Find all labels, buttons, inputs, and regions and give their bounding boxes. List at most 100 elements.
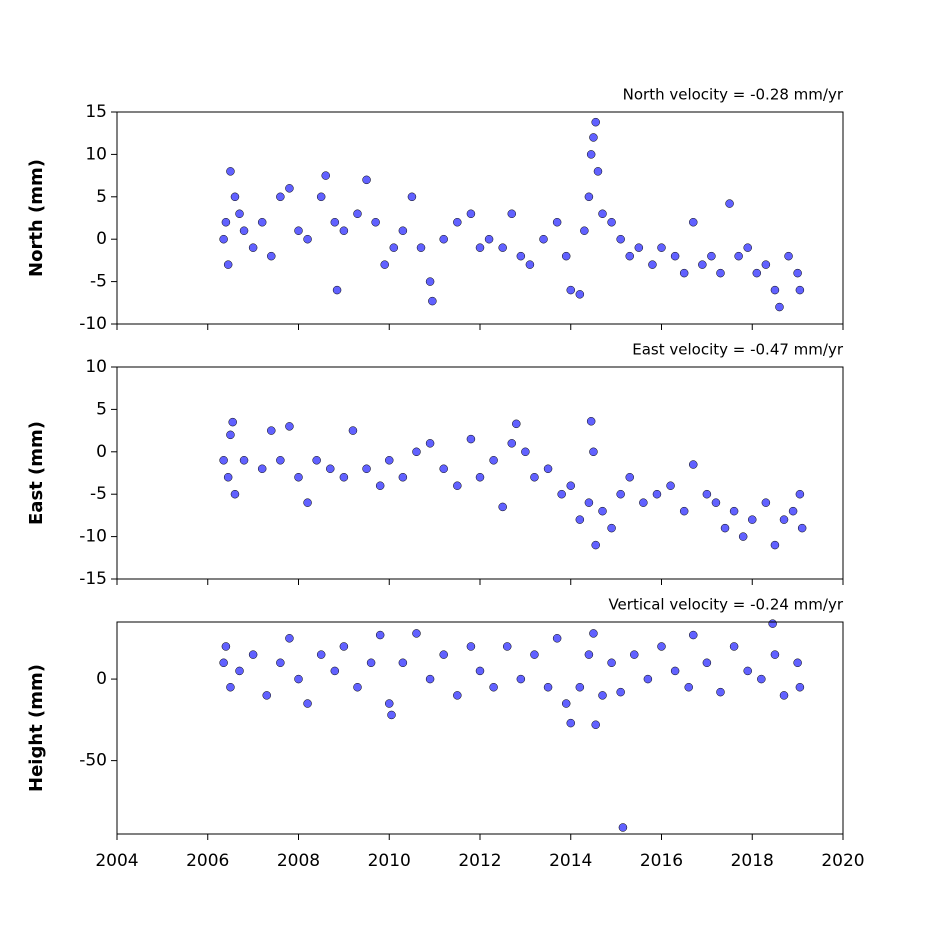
data-point <box>312 456 321 465</box>
data-point <box>371 217 380 227</box>
data-point <box>516 674 526 684</box>
data-point <box>294 472 303 482</box>
data-point <box>330 666 340 676</box>
data-point <box>657 243 666 252</box>
axes-frame <box>116 111 844 325</box>
data-point <box>607 523 616 533</box>
panel-title: Vertical velocity = -0.24 mm/yr <box>608 596 843 614</box>
data-point <box>267 251 276 261</box>
y-tick-label: -15 <box>79 569 107 589</box>
x-tick-label: 2006 <box>186 851 229 871</box>
data-point <box>795 682 805 692</box>
x-tick-label: 2008 <box>277 851 320 871</box>
data-point <box>294 226 303 235</box>
data-point <box>439 234 448 244</box>
data-point <box>761 498 771 507</box>
data-point <box>566 285 575 295</box>
y-axis-label: North (mm) <box>26 159 47 277</box>
data-point <box>593 167 603 176</box>
data-point <box>303 498 312 507</box>
data-point <box>412 629 421 638</box>
data-point <box>557 489 566 499</box>
data-point <box>226 430 235 440</box>
data-point <box>387 710 396 720</box>
data-point <box>221 217 231 227</box>
data-point <box>475 472 485 482</box>
data-point <box>761 260 771 269</box>
data-point <box>475 243 485 252</box>
data-point <box>235 209 244 219</box>
data-point <box>385 456 394 465</box>
data-point <box>219 658 228 668</box>
data-point <box>616 234 625 244</box>
y-tick-label: -10 <box>79 527 107 547</box>
data-point <box>566 718 575 728</box>
data-point <box>453 691 462 700</box>
data-point <box>439 650 448 659</box>
data-point <box>625 472 634 482</box>
data-point <box>219 456 228 465</box>
data-point <box>362 464 371 474</box>
y-tick-label: 15 <box>85 102 107 122</box>
data-point <box>375 481 385 490</box>
data-point <box>332 285 342 295</box>
data-point <box>598 691 607 700</box>
data-point <box>625 251 634 261</box>
y-tick-label: 5 <box>96 187 107 207</box>
data-point <box>575 290 585 299</box>
data-point <box>425 439 435 448</box>
data-point <box>226 682 235 692</box>
axes-frame <box>116 621 844 835</box>
data-point <box>689 217 698 227</box>
data-point <box>795 285 805 295</box>
data-point <box>643 674 653 684</box>
data-point <box>566 481 575 490</box>
data-point <box>561 251 571 261</box>
data-point <box>757 674 766 684</box>
data-point <box>380 260 389 269</box>
data-point <box>589 447 598 457</box>
y-tick-label: 10 <box>85 357 107 377</box>
data-point <box>580 226 589 235</box>
data-point <box>630 650 639 659</box>
data-point <box>228 417 237 427</box>
data-point <box>353 209 362 219</box>
panel-title: East velocity = -0.47 mm/yr <box>632 341 844 359</box>
x-tick-label: 2016 <box>640 851 683 871</box>
data-point <box>793 268 802 278</box>
y-tick-label: -5 <box>90 484 107 504</box>
data-point <box>475 666 485 676</box>
data-point <box>412 447 421 457</box>
data-point <box>498 502 507 512</box>
data-point <box>230 489 240 499</box>
data-point <box>303 699 312 708</box>
x-tick-label: 2018 <box>731 851 774 871</box>
y-tick-label: -50 <box>79 751 107 771</box>
x-tick-label: 2004 <box>95 851 138 871</box>
data-point <box>398 658 408 668</box>
data-point <box>743 243 752 252</box>
data-point <box>389 243 399 252</box>
y-tick-label: -5 <box>90 272 107 292</box>
data-point <box>589 133 598 142</box>
data-point <box>466 434 476 444</box>
data-point <box>616 489 625 499</box>
data-point <box>235 666 244 676</box>
data-point <box>339 226 349 235</box>
data-point <box>618 823 628 832</box>
axes-frame <box>116 366 844 580</box>
data-point <box>716 687 725 697</box>
data-point <box>276 456 285 465</box>
data-point <box>267 426 276 435</box>
data-point <box>657 642 666 651</box>
data-point <box>466 209 476 219</box>
data-point <box>276 658 285 668</box>
data-point <box>584 650 594 659</box>
data-point <box>507 209 517 219</box>
data-point <box>439 464 448 474</box>
x-tick-label: 2010 <box>368 851 411 871</box>
data-point <box>498 243 507 252</box>
data-point <box>586 150 596 159</box>
data-point <box>385 699 394 708</box>
y-tick-label: 10 <box>85 144 107 164</box>
